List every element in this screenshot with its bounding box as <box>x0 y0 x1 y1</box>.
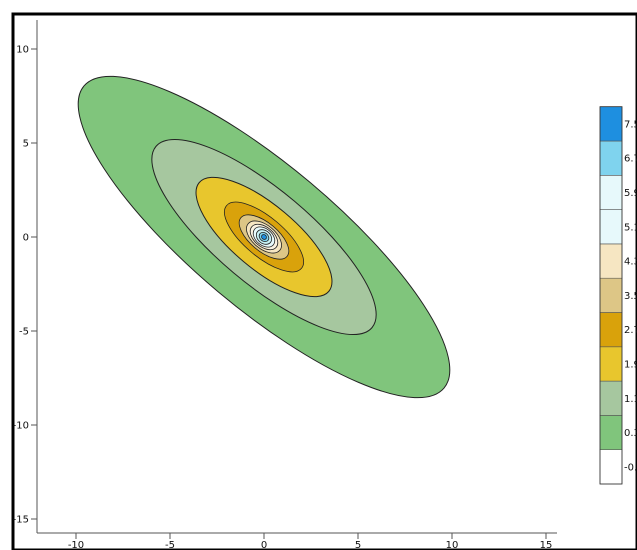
colorbar-label: 2.7 <box>624 325 637 336</box>
y-tick-label: -5 <box>19 327 29 338</box>
x-tick-label: 15 <box>540 540 553 550</box>
colorbar-swatch <box>599 346 623 382</box>
y-tick-label: -10 <box>13 421 29 432</box>
colorbar-swatch <box>599 312 623 348</box>
colorbar-label: 1.1 <box>624 394 637 405</box>
colorbar-label: 7.5 <box>624 119 637 130</box>
x-tick-label: 10 <box>446 540 459 550</box>
colorbar-label: 3.5 <box>624 291 637 302</box>
y-tick-label: 0 <box>23 233 29 244</box>
colorbar-label: 4.3 <box>624 257 637 268</box>
x-tick-label: -10 <box>68 540 84 550</box>
x-tick-label: -5 <box>165 540 175 550</box>
colorbar-label: 5.1 <box>624 222 637 233</box>
colorbar-label: 5.9 <box>624 188 637 199</box>
x-tick-label: 5 <box>355 540 361 550</box>
colorbar: -0. 0.3 1.1 1.9 2.7 3.5 4.3 5.1 5.9 6.7 7.5 <box>599 106 637 485</box>
colorbar-label: -0. <box>624 462 637 473</box>
y-tick-label: 5 <box>23 139 29 150</box>
colorbar-swatch <box>599 209 623 245</box>
colorbar-swatch <box>599 106 623 142</box>
y-tick-label: 10 <box>16 45 29 56</box>
colorbar-swatch <box>599 140 623 176</box>
y-tick-label: -15 <box>13 515 29 526</box>
colorbar-swatch <box>599 449 623 485</box>
colorbar-swatch <box>599 277 623 313</box>
colorbar-swatch <box>599 415 623 450</box>
x-tick-label: 0 <box>261 540 267 550</box>
axes-layer: -10 -5 0 5 10 15 10 5 0 -5 -10 -15 <box>13 20 557 550</box>
colorbar-swatch <box>599 243 623 279</box>
contour-level-10 <box>261 234 267 240</box>
colorbar-swatch <box>599 380 623 416</box>
colorbar-label: 0.3 <box>624 428 637 439</box>
colorbar-label: 6.7 <box>624 154 637 165</box>
colorbar-swatch <box>599 175 623 210</box>
contour-layer <box>77 75 451 399</box>
colorbar-label: 1.9 <box>624 359 637 370</box>
colorbar-outline <box>599 106 623 485</box>
